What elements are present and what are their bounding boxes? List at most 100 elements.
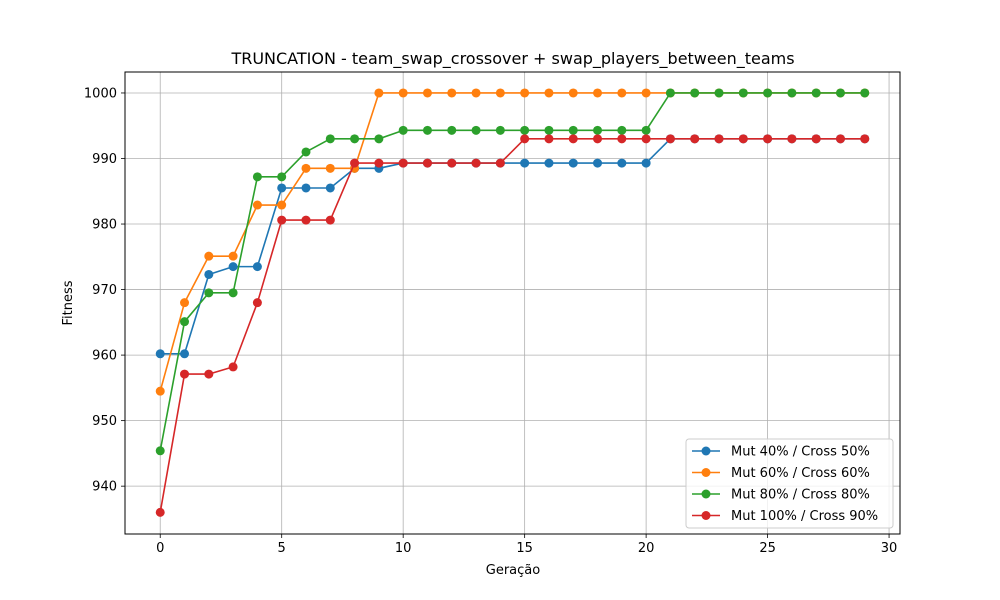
data-point [495, 88, 505, 98]
data-point [617, 158, 627, 168]
series-3 [155, 88, 870, 456]
data-point [301, 147, 311, 157]
data-point [228, 262, 238, 272]
data-point [738, 88, 748, 98]
x-tick-label: 20 [638, 541, 655, 556]
legend-label: Mut 60% / Cross 60% [731, 466, 870, 481]
legend-label: Mut 100% / Cross 90% [731, 509, 878, 524]
x-tick-label: 10 [395, 541, 412, 556]
y-tick-label: 1000 [84, 86, 117, 101]
legend-marker [701, 446, 711, 456]
data-point [301, 215, 311, 225]
data-point [568, 125, 578, 135]
data-point [714, 134, 724, 144]
data-point [495, 125, 505, 135]
x-tick-label: 0 [156, 541, 164, 556]
data-point [204, 251, 214, 261]
data-point [568, 134, 578, 144]
data-point [422, 158, 432, 168]
data-point [301, 183, 311, 193]
data-point [860, 88, 870, 98]
series-4 [155, 134, 870, 517]
data-point [763, 134, 773, 144]
data-point [520, 134, 530, 144]
data-point [787, 134, 797, 144]
plot-area-frame [124, 71, 901, 535]
legend-label: Mut 80% / Cross 80% [731, 488, 870, 503]
data-point [180, 298, 190, 308]
data-point [252, 262, 262, 272]
y-tick-label: 970 [92, 283, 117, 298]
data-point [277, 172, 287, 182]
legend-box [685, 438, 894, 529]
data-point [641, 158, 651, 168]
data-point [155, 446, 165, 456]
data-point [422, 88, 432, 98]
data-point [325, 134, 335, 144]
y-tick-label: 990 [92, 152, 117, 167]
data-point [252, 298, 262, 308]
data-point [447, 158, 457, 168]
data-point [350, 134, 360, 144]
data-point [520, 158, 530, 168]
data-point [252, 172, 262, 182]
data-point [860, 134, 870, 144]
data-point [544, 88, 554, 98]
x-tick-label: 25 [759, 541, 776, 556]
data-point [398, 88, 408, 98]
data-point [617, 88, 627, 98]
data-point [641, 88, 651, 98]
data-point [228, 288, 238, 298]
data-point [593, 125, 603, 135]
data-point [835, 88, 845, 98]
legend-marker [701, 468, 711, 477]
data-point [374, 88, 384, 98]
data-point [252, 200, 262, 210]
x-tick-label: 5 [278, 541, 286, 556]
data-point [277, 183, 287, 193]
data-point [228, 251, 238, 261]
data-point [325, 215, 335, 225]
data-point [422, 125, 432, 135]
data-point [155, 349, 165, 359]
data-point [787, 88, 797, 98]
data-point [277, 200, 287, 210]
legend-entry: Mut 80% / Cross 80% [692, 488, 870, 503]
data-point [593, 158, 603, 168]
data-point [641, 125, 651, 135]
data-point [471, 158, 481, 168]
data-point [568, 158, 578, 168]
legend-entry: Mut 40% / Cross 50% [692, 445, 870, 460]
y-axis-label: Fitness [61, 280, 76, 325]
data-point [593, 88, 603, 98]
legend-marker [701, 489, 711, 499]
legend-entry: Mut 60% / Cross 60% [692, 466, 870, 481]
data-point [204, 269, 214, 279]
x-axis-ticks: 0 5 10 15 20 25 30 [156, 534, 897, 556]
data-point [738, 134, 748, 144]
data-point [228, 362, 238, 372]
data-point [520, 125, 530, 135]
data-point [374, 158, 384, 168]
data-point [204, 288, 214, 298]
data-point [714, 88, 724, 98]
data-point [471, 125, 481, 135]
data-point [568, 88, 578, 98]
data-point [277, 215, 287, 225]
y-tick-label: 960 [92, 349, 117, 364]
data-point [690, 88, 700, 98]
data-point [495, 158, 505, 168]
data-point [180, 369, 190, 379]
chart-legend: Mut 40% / Cross 50% Mut 60% / Cross 60% Mu… [685, 438, 894, 529]
data-point [544, 125, 554, 135]
data-point [447, 125, 457, 135]
data-point [180, 317, 190, 327]
chart-title: TRUNCATION - team_swap_crossover + swap_… [230, 49, 794, 69]
x-tick-label: 30 [881, 541, 898, 556]
data-point [811, 134, 821, 144]
y-tick-label: 980 [92, 218, 117, 233]
data-point [155, 386, 165, 396]
data-point [520, 88, 530, 98]
data-point [544, 158, 554, 168]
